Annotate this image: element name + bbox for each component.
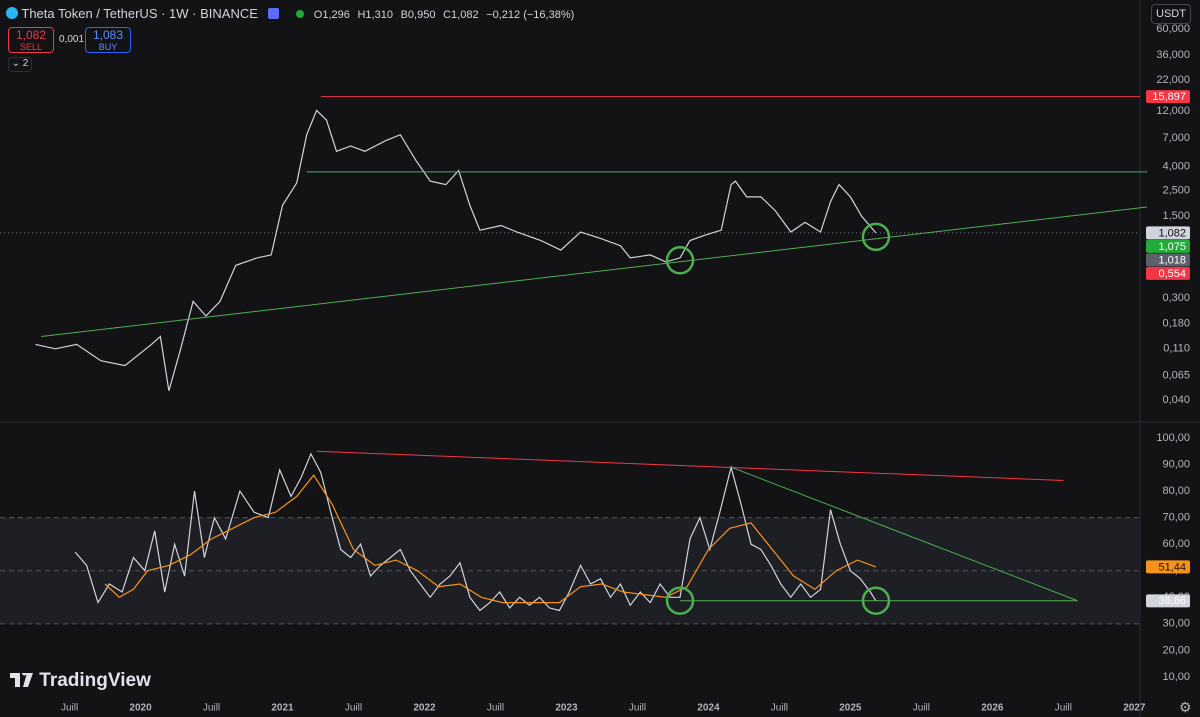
- ohlc-close: C1,082: [443, 9, 479, 21]
- y-tick-label: 1,500: [1162, 210, 1190, 222]
- x-tick-label: 2022: [413, 703, 436, 714]
- y-tick-label: 7,000: [1162, 132, 1190, 144]
- y-tick-label: 20,00: [1162, 644, 1190, 656]
- y-tick-label: 90,00: [1162, 458, 1190, 470]
- highlight-circle: [861, 586, 891, 615]
- price-label-box: [1146, 226, 1190, 240]
- price-label: 15,897: [1152, 91, 1186, 103]
- x-tick-label: 2021: [271, 703, 294, 714]
- ohlc-low: B0,950: [400, 9, 436, 21]
- price-label: 1,082: [1158, 227, 1186, 239]
- x-tick-label: Juill: [345, 703, 362, 714]
- y-tick-label: 36,000: [1156, 49, 1190, 61]
- ohlc-change: −0,212 (−16,38%): [486, 9, 575, 21]
- x-tick-label: 2025: [839, 703, 862, 714]
- currency-button[interactable]: USDT: [1151, 4, 1191, 24]
- x-tick-label: 2023: [555, 703, 578, 714]
- buy-button[interactable]: 1,083 BUY: [85, 27, 131, 53]
- settings-icon[interactable]: ⚙: [1179, 699, 1192, 715]
- price-label: 38,66: [1158, 595, 1186, 607]
- y-tick-label: 70,00: [1162, 512, 1190, 524]
- ohlc-high: H1,310: [357, 9, 393, 21]
- highlight-circle: [665, 586, 695, 615]
- price-label: 51,44: [1158, 561, 1186, 573]
- y-tick-label: 0,180: [1162, 318, 1190, 330]
- y-tick-label: 60,00: [1162, 538, 1190, 550]
- x-tick-label: Juill: [487, 703, 504, 714]
- price-label: 0,554: [1158, 268, 1186, 280]
- spread: 0,001: [59, 34, 85, 45]
- y-tick-label: 0,040: [1162, 394, 1190, 406]
- y-tick-label: 80,00: [1162, 485, 1190, 497]
- indicator-toggle[interactable]: ⌄ 2: [8, 57, 32, 72]
- trend-line: [316, 450, 1064, 481]
- indicator-count: 2: [22, 58, 29, 69]
- y-tick-label: 60,000: [1156, 23, 1190, 35]
- header: Theta Token / TetherUS · 1W · BINANCE O1…: [6, 6, 574, 21]
- sell-label: SELL: [19, 42, 43, 52]
- series-line: [74, 452, 877, 612]
- logo-icon: [10, 670, 33, 687]
- y-tick-label: 0,110: [1163, 343, 1190, 355]
- y-tick-label: 10,00: [1162, 671, 1190, 683]
- price-label-box: [1146, 90, 1190, 104]
- y-tick-label: 22,000: [1156, 74, 1190, 86]
- trend-line: [41, 206, 1148, 338]
- logo[interactable]: TradingView: [10, 670, 151, 692]
- x-tick-label: 2027: [1123, 703, 1146, 714]
- x-tick-label: Juill: [1055, 703, 1072, 714]
- x-tick-label: 2024: [697, 703, 720, 714]
- price-label-box: [1146, 266, 1190, 280]
- x-tick-label: Juill: [61, 703, 78, 714]
- series-line: [35, 109, 877, 391]
- x-tick-label: 2020: [129, 703, 152, 714]
- series-line: [104, 474, 877, 604]
- price-label: 1,075: [1158, 241, 1186, 253]
- buy-label: BUY: [98, 42, 118, 52]
- x-tick-label: 2026: [981, 703, 1004, 714]
- status-dot: [296, 10, 305, 18]
- symbol-icon: [6, 7, 18, 19]
- y-tick-label: 100,00: [1156, 432, 1190, 444]
- y-tick-label: 2,500: [1162, 184, 1190, 196]
- y-tick-label: 30,00: [1162, 618, 1190, 630]
- price-label-box: [1146, 560, 1190, 574]
- x-tick-label: Juill: [629, 703, 646, 714]
- y-tick-label: 12,000: [1156, 105, 1190, 117]
- y-tick-label: 0,300: [1162, 292, 1190, 304]
- ohlc-open: O1,296: [313, 9, 350, 21]
- sell-price: 1,082: [15, 28, 47, 42]
- x-tick-label: Juill: [913, 703, 930, 714]
- flag[interactable]: [267, 8, 279, 19]
- price-label-box: [1146, 239, 1190, 253]
- y-tick-label: 4,000: [1162, 160, 1190, 172]
- y-tick-label: 0,065: [1162, 369, 1190, 381]
- sell-button[interactable]: 1,082 SELL: [8, 27, 54, 53]
- highlight-circle: [861, 222, 891, 252]
- price-label: 1,018: [1158, 254, 1186, 266]
- x-tick-label: Juill: [203, 703, 220, 714]
- buy-price: 1,083: [92, 28, 124, 42]
- logo-text: TradingView: [39, 670, 151, 691]
- price-label-box: [1146, 253, 1190, 267]
- price-label-box: [1146, 594, 1190, 608]
- symbol-title[interactable]: Theta Token / TetherUS · 1W · BINANCE: [21, 6, 258, 21]
- trend-line: [730, 466, 1078, 602]
- highlight-circle: [665, 246, 695, 275]
- x-tick-label: Juill: [771, 703, 788, 714]
